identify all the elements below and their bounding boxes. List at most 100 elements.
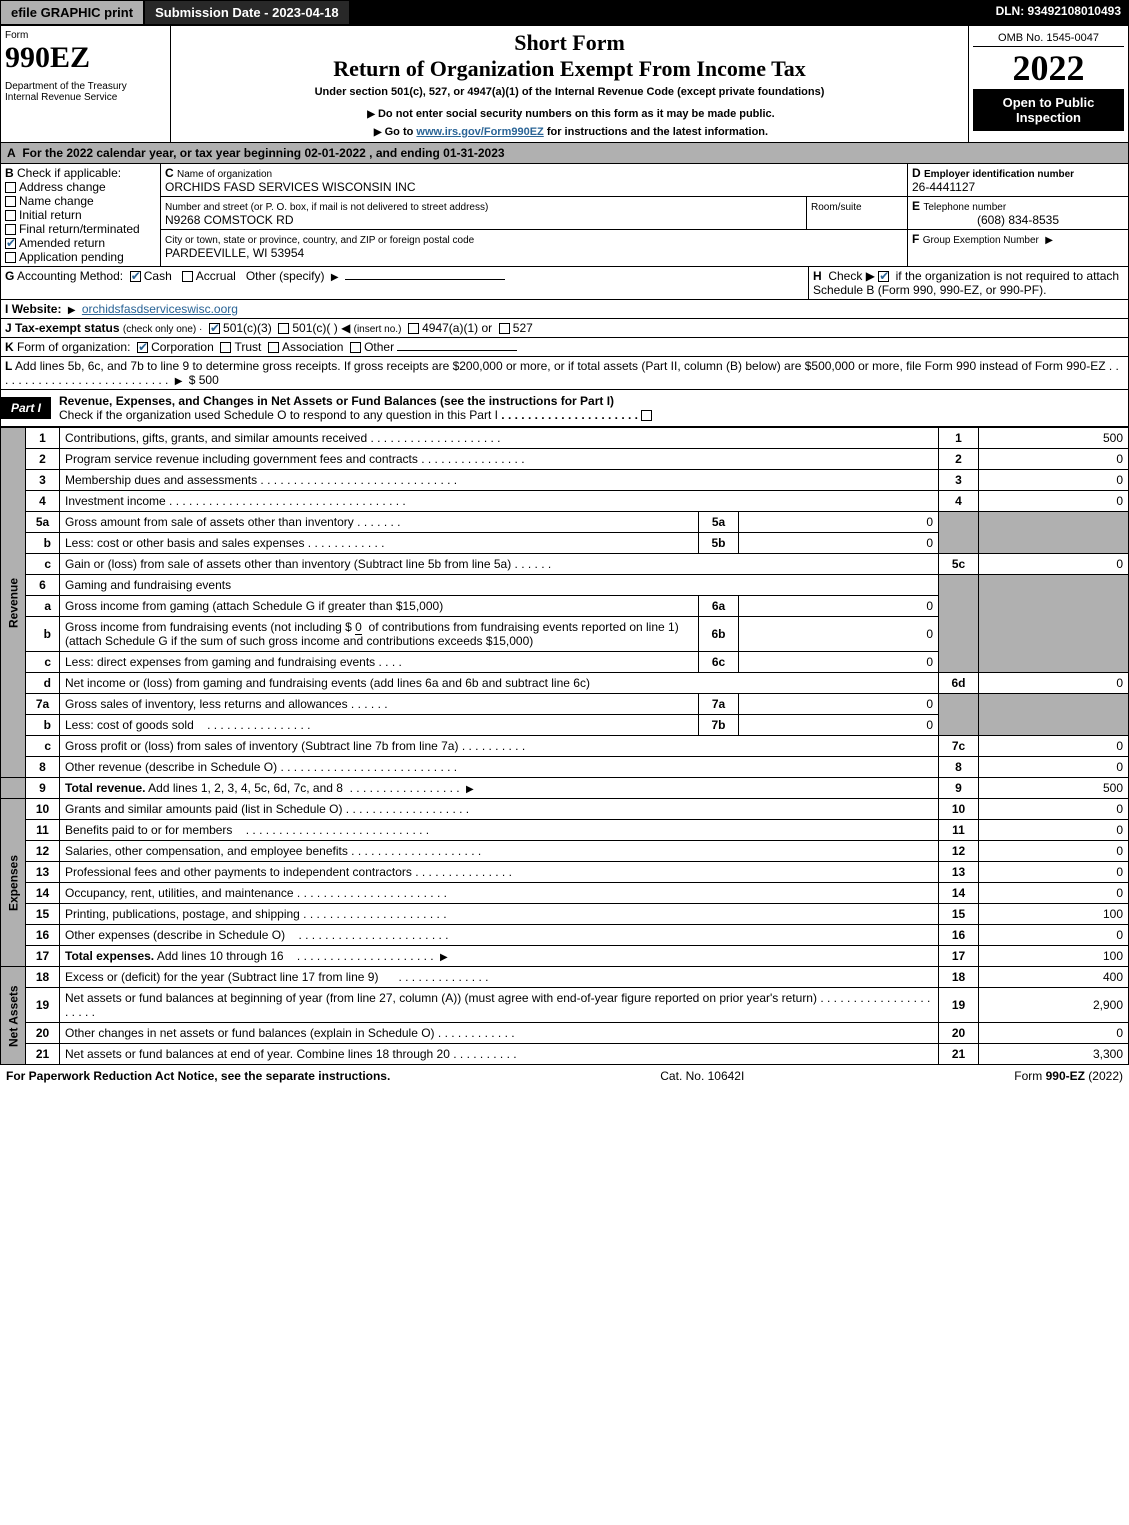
goto-text: Go to xyxy=(385,126,417,138)
ln6b-in: 6b xyxy=(699,617,739,652)
chk-4947[interactable] xyxy=(408,323,419,334)
city-label: City or town, state or province, country… xyxy=(165,235,474,246)
ln9-val: 500 xyxy=(979,778,1129,799)
under-section: Under section 501(c), 527, or 4947(a)(1)… xyxy=(175,86,964,98)
chk-name-change[interactable]: Name change xyxy=(5,194,156,208)
dept-label: Department of the Treasury Internal Reve… xyxy=(5,81,166,103)
letter-g: G xyxy=(5,269,14,283)
form-word: Form xyxy=(5,30,166,41)
line-j: J Tax-exempt status (check only one) · 5… xyxy=(0,319,1129,338)
open-public-inspection: Open to Public Inspection xyxy=(973,89,1124,131)
footer-form-num: 990-EZ xyxy=(1046,1069,1085,1083)
ln8-num: 8 xyxy=(939,757,979,778)
city-row: City or town, state or province, country… xyxy=(161,230,907,262)
goto-line: Go to www.irs.gov/Form990EZ for instruct… xyxy=(175,126,964,138)
ln4-d: Investment income . . . . . . . . . . . … xyxy=(60,491,939,512)
chk-501c3[interactable] xyxy=(209,323,220,334)
ln9-num: 9 xyxy=(939,778,979,799)
chk-application-pending[interactable]: Application pending xyxy=(5,250,156,264)
ln16-d: Other expenses (describe in Schedule O) … xyxy=(60,925,939,946)
other-org-input[interactable] xyxy=(397,350,517,351)
ln5b-iv: 0 xyxy=(739,533,939,554)
letter-k: K xyxy=(5,340,14,354)
ln12-d: Salaries, other compensation, and employ… xyxy=(60,841,939,862)
chk-527[interactable] xyxy=(499,323,510,334)
ln5b-in: 5b xyxy=(699,533,739,554)
line-l-amount: $ 500 xyxy=(189,373,219,387)
box-d: D Employer identification number 26-4441… xyxy=(908,164,1128,197)
chk-other-org[interactable] xyxy=(350,342,361,353)
letter-h: H xyxy=(813,269,822,283)
chk-final-return-label: Final return/terminated xyxy=(19,222,140,236)
chk-cash[interactable] xyxy=(130,271,141,282)
ln1-d: Contributions, gifts, grants, and simila… xyxy=(60,428,939,449)
chk-schedule-o-part1[interactable] xyxy=(641,410,652,421)
ln15-val: 100 xyxy=(979,904,1129,925)
letter-f: F xyxy=(912,232,919,246)
chk-trust[interactable] xyxy=(220,342,231,353)
irs-link[interactable]: www.irs.gov/Form990EZ xyxy=(416,126,543,138)
phone-label: Telephone number xyxy=(923,202,1006,213)
line-l: L Add lines 5b, 6c, and 7b to line 9 to … xyxy=(0,357,1129,390)
chk-amended-return-label: Amended return xyxy=(19,236,105,250)
chk-initial-return[interactable]: Initial return xyxy=(5,208,156,222)
chk-final-return[interactable]: Final return/terminated xyxy=(5,222,156,236)
4947-label: 4947(a)(1) or xyxy=(422,321,492,335)
topbar-spacer xyxy=(350,0,988,25)
chk-corporation[interactable] xyxy=(137,342,148,353)
ln2-n: 2 xyxy=(26,449,60,470)
ein-label: Employer identification number xyxy=(924,169,1074,180)
527-label: 527 xyxy=(513,321,533,335)
ln6a-iv: 0 xyxy=(739,596,939,617)
box-b: B Check if applicable: Address change Na… xyxy=(1,164,161,266)
accounting-label: Accounting Method: xyxy=(17,269,123,283)
ln2-d: Program service revenue including govern… xyxy=(60,449,939,470)
chk-501c-other[interactable] xyxy=(278,323,289,334)
title-short: Short Form xyxy=(175,30,964,56)
ln6a-d: Gross income from gaming (attach Schedul… xyxy=(60,596,699,617)
ln3-num: 3 xyxy=(939,470,979,491)
chk-schedule-b[interactable] xyxy=(878,271,889,282)
footer-form-post: (2022) xyxy=(1085,1069,1123,1083)
room-label: Room/suite xyxy=(811,202,862,213)
ln21-val: 3,300 xyxy=(979,1044,1129,1065)
line-a: A For the 2022 calendar year, or tax yea… xyxy=(0,143,1129,164)
website-label: Website: xyxy=(12,302,62,316)
part1-table: Revenue 1 Contributions, gifts, grants, … xyxy=(0,427,1129,1065)
ln16-n: 16 xyxy=(26,925,60,946)
top-bar: efile GRAPHIC print Submission Date - 20… xyxy=(0,0,1129,25)
part1-dots: . . . . . . . . . . . . . . . . . . . . … xyxy=(501,408,641,422)
chk-address-change[interactable]: Address change xyxy=(5,180,156,194)
street-label: Number and street (or P. O. box, if mail… xyxy=(165,202,488,213)
ln17-n: 17 xyxy=(26,946,60,967)
chk-name-change-label: Name change xyxy=(19,194,94,208)
ln5a-in: 5a xyxy=(699,512,739,533)
other-specify-input[interactable] xyxy=(345,279,505,280)
ln15-num: 15 xyxy=(939,904,979,925)
bcdef-block: B Check if applicable: Address change Na… xyxy=(0,164,1129,267)
letter-c: C xyxy=(165,166,174,180)
ln7a-d: Gross sales of inventory, less returns a… xyxy=(60,694,699,715)
chk-association[interactable] xyxy=(268,342,279,353)
efile-print-button[interactable]: efile GRAPHIC print xyxy=(0,0,144,25)
submission-date-button[interactable]: Submission Date - 2023-04-18 xyxy=(144,0,350,25)
website-link[interactable]: orchidsfasdserviceswisc.oorg xyxy=(82,302,238,316)
ln7b-in: 7b xyxy=(699,715,739,736)
vert-revenue: Revenue xyxy=(1,428,26,778)
ln10-d: Grants and similar amounts paid (list in… xyxy=(60,799,939,820)
ln6c-n: c xyxy=(26,652,60,673)
ln11-n: 11 xyxy=(26,820,60,841)
arrow-icon xyxy=(328,269,342,283)
ln4-num: 4 xyxy=(939,491,979,512)
part1-tab: Part I xyxy=(1,397,51,419)
chk-accrual[interactable] xyxy=(182,271,193,282)
phone-value: (608) 834-8535 xyxy=(912,213,1124,227)
chk-amended-return[interactable]: Amended return xyxy=(5,236,156,250)
letter-d: D xyxy=(912,166,921,180)
footer-left: For Paperwork Reduction Act Notice, see … xyxy=(6,1069,390,1083)
ln14-n: 14 xyxy=(26,883,60,904)
ln13-n: 13 xyxy=(26,862,60,883)
ln5b-d: Less: cost or other basis and sales expe… xyxy=(60,533,699,554)
shade-7 xyxy=(939,694,979,736)
form-number: 990EZ xyxy=(5,41,166,75)
